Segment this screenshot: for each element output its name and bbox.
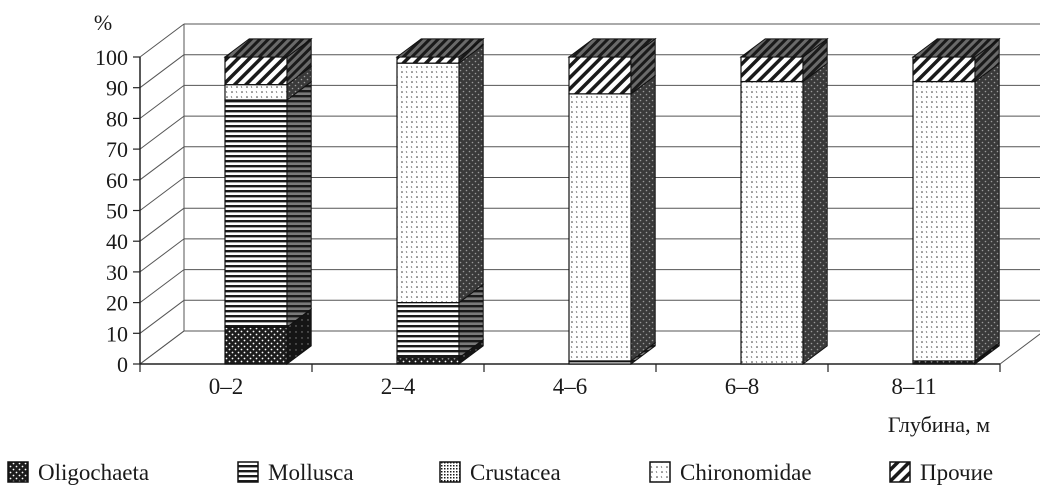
x-tick-label: 8–11 <box>891 374 936 399</box>
bar-stack <box>395 37 485 365</box>
legend-label: Oligochaeta <box>38 460 149 485</box>
legend-swatch <box>237 461 259 483</box>
bar-stack <box>567 37 657 365</box>
bar-segment <box>396 283 484 359</box>
y-tick-label: 0 <box>117 352 128 377</box>
legend-label: Chironomidae <box>680 460 812 485</box>
legend-label: Прочие <box>920 460 993 485</box>
bar-top-face <box>911 38 1001 58</box>
bar-segment <box>740 37 828 83</box>
legend-label: Mollusca <box>268 460 354 485</box>
bar-segment <box>224 37 312 86</box>
bar-stack <box>223 37 313 365</box>
y-tick-label: 10 <box>106 321 128 346</box>
legend: Oligochaeta Mollusca Crustacea Chironomidae… <box>7 460 993 485</box>
legend-item: Chironomidae <box>649 460 812 485</box>
bar-stack <box>739 37 829 365</box>
y-axis-unit: % <box>94 10 112 35</box>
bar-segment <box>396 43 484 304</box>
bar-segment <box>912 37 1000 83</box>
y-tick-label: 40 <box>106 229 128 254</box>
legend-swatch <box>649 461 671 483</box>
y-tick-labels: 0 10 20 30 40 50 60 70 80 90 100 <box>95 45 128 377</box>
legend-item: Mollusca <box>237 460 354 485</box>
bars <box>223 37 1001 365</box>
legend-label: Crustacea <box>470 460 561 485</box>
bar-top-face <box>567 38 657 58</box>
legend-item: Crustacea <box>439 460 561 485</box>
x-axis-label: Глубина, м <box>888 412 990 437</box>
y-tick-label: 90 <box>106 76 128 101</box>
bar-top-face <box>223 38 313 58</box>
x-tick-label: 0–2 <box>209 374 244 399</box>
y-tick-label: 70 <box>106 137 128 162</box>
y-tick-label: 80 <box>106 106 128 131</box>
legend-item: Прочие <box>889 460 993 485</box>
y-tick-label: 60 <box>106 168 128 193</box>
legend-item: Oligochaeta <box>7 460 149 485</box>
y-tick-label: 20 <box>106 291 128 316</box>
y-tick-label: 100 <box>95 45 128 70</box>
bar-segment <box>224 80 312 329</box>
bar-segment <box>912 62 1000 362</box>
legend-swatch <box>889 461 911 483</box>
category-labels: 0–2 2–4 4–6 6–8 8–11 <box>209 374 937 399</box>
legend-swatch <box>7 461 29 483</box>
y-tick-label: 30 <box>106 260 128 285</box>
bar-top-face <box>739 38 829 58</box>
bar-top-face <box>395 38 485 58</box>
x-tick-label: 4–6 <box>553 374 588 399</box>
bar-segment <box>740 62 828 365</box>
x-tick-label: 2–4 <box>381 374 416 399</box>
bar-segment <box>568 74 656 362</box>
x-tick-label: 6–8 <box>725 374 760 399</box>
y-tick-label: 50 <box>106 199 128 224</box>
bar-stack <box>911 37 1001 365</box>
legend-swatch <box>439 461 461 483</box>
